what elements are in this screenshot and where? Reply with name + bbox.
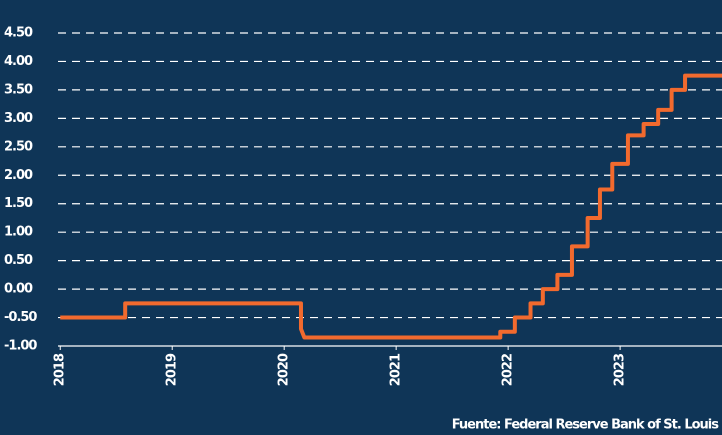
y-tick-label: -0.50 bbox=[4, 310, 37, 325]
x-tick-label: 2022 bbox=[501, 354, 516, 386]
y-tick-label: 2.00 bbox=[4, 168, 33, 183]
y-tick-label: 0.00 bbox=[4, 282, 33, 297]
source: Fuente: Federal Reserve Bank of St. Loui… bbox=[452, 418, 720, 433]
x-tick-label: 2019 bbox=[165, 353, 180, 386]
x-tick-label: 2020 bbox=[277, 353, 292, 386]
x-tick-label: 2021 bbox=[389, 353, 404, 386]
y-tick-label: 0.50 bbox=[4, 253, 33, 268]
y-tick-label: 3.50 bbox=[4, 82, 33, 97]
y-tick-label: 1.50 bbox=[4, 196, 33, 211]
x-tick-label: 2023 bbox=[613, 353, 628, 386]
y-tick-label: 3.00 bbox=[4, 111, 33, 126]
y-tick-label: 2.50 bbox=[4, 139, 33, 154]
y-tick-label: 4.00 bbox=[4, 54, 33, 69]
line-series bbox=[60, 73, 722, 340]
x-tick-label: 2018 bbox=[53, 353, 68, 386]
y-tick-label: 4.50 bbox=[4, 26, 33, 41]
y-tick-label: 1.00 bbox=[4, 225, 33, 240]
y-tick-label: -1.00 bbox=[4, 339, 37, 354]
